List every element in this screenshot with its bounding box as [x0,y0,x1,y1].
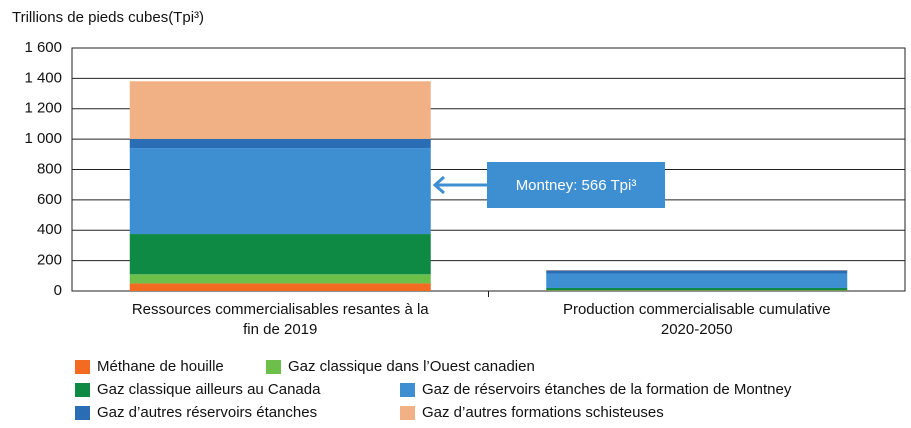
y-axis-label: Trillions de pieds cubes(Tpi³) [12,9,204,26]
bar-segment [546,287,848,291]
bar-segment [129,81,431,139]
bar-segment [129,274,431,284]
bar-segment [129,234,431,275]
legend-label: Gaz classique dans l’Ouest canadien [288,358,535,375]
legend-swatch [75,360,90,374]
legend-label: Gaz d’autres formations schisteuses [422,404,664,421]
y-tick-label: 800 [37,160,62,177]
bar-segment [129,148,431,235]
y-tick-label: 0 [54,282,62,299]
y-tick-label: 1 600 [24,39,62,56]
y-tick-label: 200 [37,252,62,269]
y-tick-label: 1 400 [24,69,62,86]
legend-label: Gaz d’autres réservoirs étanches [97,404,317,421]
annotation: Montney: 566 Tpi³ [487,162,665,208]
legend-swatch [266,360,281,374]
legend-swatch [75,383,90,397]
annotation-arrowhead [432,175,445,195]
legend-label: Gaz de réservoirs étanches de la formati… [422,381,792,398]
bar-segment [546,273,848,288]
legend-swatch [400,406,415,420]
legend-label: Méthane de houille [97,358,224,375]
y-tick-label: 1 200 [24,100,62,117]
y-tick-label: 1 000 [24,130,62,147]
legend-swatch [75,406,90,420]
legend-label: Gaz classique ailleurs au Canada [97,381,321,398]
y-tick-label: 600 [37,191,62,208]
y-tick-label: 400 [37,221,62,238]
bar-segment [546,270,848,274]
x-tick-label: Production commercialisable cumulative 2… [562,301,831,338]
x-tick-label: Ressources commercialisables resantes à … [131,301,429,338]
legend-swatch [400,383,415,397]
bar-segment [129,283,431,291]
bar-segment [129,138,431,149]
